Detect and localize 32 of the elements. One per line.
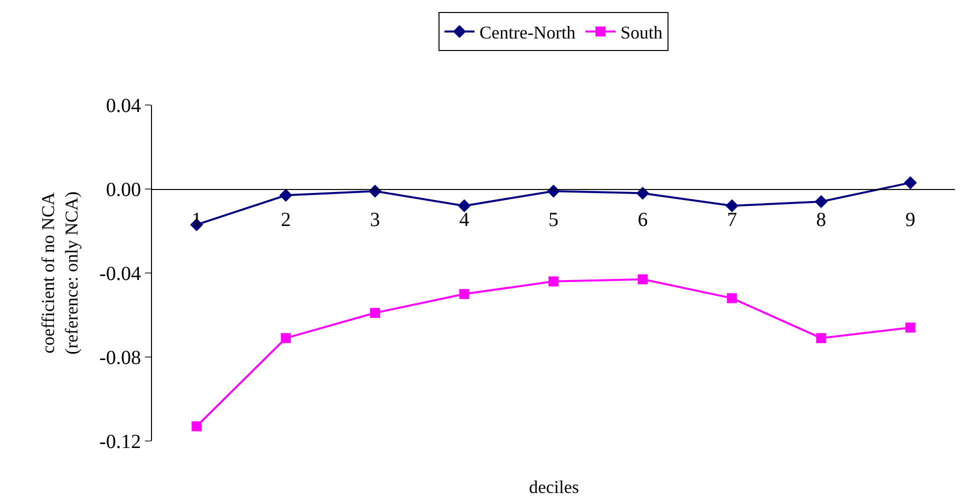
x-tick-label: 5 (548, 209, 558, 231)
y-tick-label: -0.04 (99, 263, 141, 285)
point (459, 289, 470, 299)
point (192, 421, 202, 432)
x-tick-label: 8 (816, 209, 826, 231)
y-axis-title: coefficient of no NCA (reference: only NCA) (38, 192, 82, 354)
legend-label: Centre-North (480, 22, 576, 42)
point (814, 195, 828, 208)
y-tick-label: 0.00 (106, 179, 141, 201)
x-tick-label: 4 (459, 209, 470, 231)
point (548, 276, 558, 286)
point (726, 293, 737, 304)
y-tick-label: 0.04 (106, 95, 141, 117)
x-axis-title: deciles (529, 477, 579, 497)
y-tick-label: -0.08 (99, 347, 141, 369)
x-tick-label: 3 (370, 209, 380, 231)
point (905, 322, 916, 333)
point (370, 308, 380, 318)
point (638, 274, 648, 284)
point (816, 333, 826, 344)
x-tick-label: 2 (280, 209, 291, 231)
x-tick-label: 7 (726, 209, 737, 231)
y-tick-label: -0.12 (99, 431, 141, 453)
x-tick-label: 6 (638, 209, 648, 231)
point (725, 199, 738, 212)
x-tick-label: 9 (905, 209, 916, 231)
point (904, 176, 917, 190)
legend-label: South (620, 22, 662, 42)
point (279, 188, 292, 202)
point (458, 199, 471, 212)
point (636, 186, 650, 200)
point (280, 333, 291, 344)
